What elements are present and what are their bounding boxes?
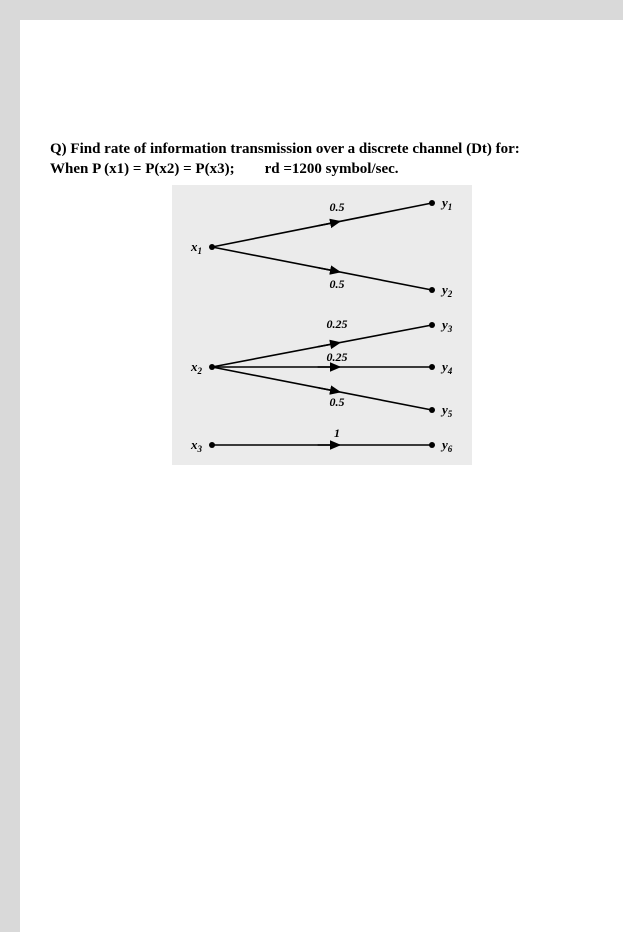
question-rate: rd =1200 symbol/sec.	[265, 161, 399, 177]
output-label: y3	[440, 317, 453, 334]
edge-arrow	[317, 388, 339, 392]
output-label: y2	[440, 282, 453, 299]
output-node	[429, 407, 435, 413]
output-node	[429, 364, 435, 370]
output-node	[429, 200, 435, 206]
input-label: x1	[190, 239, 202, 256]
output-label: y1	[440, 195, 452, 212]
edge-label: 0.25	[326, 317, 347, 331]
diagram-svg: 0.5 0.5 0.25 0.25 0.5 1 x1 x2 x3 y1 y2 y3 y4 y5 y6	[172, 185, 472, 465]
edge-label: 0.5	[329, 395, 344, 409]
output-label: y5	[440, 402, 453, 419]
output-label: y6	[440, 437, 453, 454]
edge-label: 0.25	[326, 350, 347, 364]
edge-arrow	[317, 343, 339, 347]
question-condition: When P (x1) = P(x2) = P(x3);	[50, 161, 235, 177]
output-node	[429, 287, 435, 293]
input-label: x3	[190, 437, 203, 454]
edge-arrow	[317, 268, 339, 272]
edge-label: 0.5	[329, 277, 344, 291]
edge-label: 0.5	[329, 200, 344, 214]
edge-arrow	[317, 221, 339, 225]
question-line-2: When P (x1) = P(x2) = P(x3); rd =1200 sy…	[50, 160, 593, 180]
input-node	[209, 244, 215, 250]
output-label: y4	[440, 359, 453, 376]
output-node	[429, 442, 435, 448]
channel-diagram: 0.5 0.5 0.25 0.25 0.5 1 x1 x2 x3 y1 y2 y3 y4 y5 y6	[172, 185, 472, 465]
page: Q) Find rate of information transmission…	[20, 20, 623, 932]
input-node	[209, 364, 215, 370]
content-area: Q) Find rate of information transmission…	[20, 20, 623, 495]
edge-label: 1	[334, 426, 340, 440]
output-node	[429, 322, 435, 328]
question-line-1: Q) Find rate of information transmission…	[50, 140, 593, 160]
input-node	[209, 442, 215, 448]
input-label: x2	[190, 359, 203, 376]
